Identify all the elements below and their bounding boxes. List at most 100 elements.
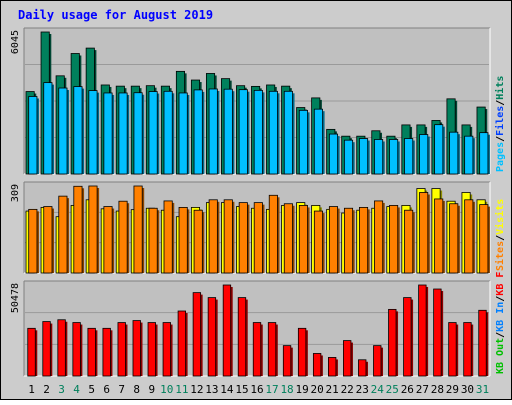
legend-entry-middle-2: Visits [494, 199, 506, 235]
bar-bottom-kbf-day-4-face [72, 322, 81, 377]
legend-entry-bottom-3: / [495, 296, 506, 302]
bar-bottom-kbf-day-3-face [57, 319, 66, 377]
x-axis-day-labels: 1 2 3 4 5 6 7 8 9 10 11 12 13 14 15 16 17 18 19 20 21 22 23 24 2… [28, 383, 489, 396]
bar-bottom-kbf-day-11 [177, 310, 188, 377]
x-tick-label-day-13: 13 [205, 383, 218, 396]
bar-middle-sites-day-18-face [283, 203, 293, 274]
bar-middle-sites-day-19 [298, 205, 310, 274]
bar-bottom-kbf-day-22-face [343, 340, 352, 377]
bar-top-pages-day-1-face [28, 96, 38, 175]
bar-middle-sites-day-24-face [374, 200, 384, 274]
bar-middle-sites-day-2 [43, 206, 55, 274]
bar-top-pages-day-8 [133, 92, 145, 175]
bar-bottom-kbf-day-2-face [42, 321, 51, 377]
bar-bottom-kbf-day-1-face [27, 327, 36, 377]
bar-middle-sites-day-26 [404, 209, 415, 274]
x-tick-label-day-8: 8 [133, 383, 140, 396]
x-tick-label-day-17: 17 [265, 383, 278, 396]
bar-top-pages-day-31 [479, 132, 490, 175]
legend-entry-top-4: Hits [494, 76, 506, 100]
x-tick-label-day-12: 12 [190, 383, 203, 396]
legend-entry-bottom-1: / [495, 332, 506, 338]
bar-bottom-kbf-day-13-face [207, 297, 217, 377]
bar-top-pages-day-25 [389, 139, 400, 175]
bar-bottom-kbf-day-18 [282, 345, 293, 377]
bar-top-pages-day-3-face [58, 87, 68, 175]
x-tick-label-day-7: 7 [118, 383, 125, 396]
legend-entry-top-1: / [495, 136, 506, 142]
x-tick-label-day-25: 25 [386, 383, 399, 396]
bar-middle-sites-day-26-face [404, 209, 414, 274]
bar-top-pages-day-7 [118, 92, 130, 175]
bar-top-pages-day-4-face [73, 86, 83, 175]
panel-top-legend: Pages/Files/Hits [494, 76, 506, 172]
bar-top-pages-day-31-face [479, 132, 489, 175]
bar-top-pages-day-1 [28, 96, 39, 175]
bar-middle-sites-day-22 [343, 207, 355, 274]
bar-middle-sites-day-21 [328, 206, 340, 274]
bar-bottom-kbf-day-30 [463, 322, 474, 377]
bar-top-pages-day-16-face [253, 89, 263, 175]
bar-bottom-kbf-day-2 [42, 321, 53, 377]
bar-bottom-kbf-day-23 [358, 359, 368, 377]
bar-middle-sites-day-3 [58, 195, 70, 274]
bar-middle-sites-day-30-face [464, 199, 474, 274]
bar-top-pages-day-19 [298, 109, 310, 175]
bar-top-pages-day-11-face [178, 92, 188, 175]
bar-top-pages-day-14-face [223, 88, 233, 175]
bar-top-pages-day-27-face [419, 134, 429, 175]
bar-top-pages-day-13 [208, 88, 220, 175]
bar-middle-sites-day-28-face [434, 198, 444, 274]
legend-entry-top-0: Pages [495, 142, 506, 172]
bar-middle-sites-day-1-face [28, 208, 38, 274]
bar-middle-sites-day-8 [133, 185, 145, 274]
bar-middle-sites-day-13-face [208, 199, 218, 274]
bar-middle-sites-day-20-face [313, 210, 323, 274]
bar-bottom-kbf-day-12 [192, 292, 203, 377]
bar-top-pages-day-30 [464, 135, 475, 175]
legend-entry-top-3: / [495, 100, 506, 106]
bar-top-pages-day-9 [148, 91, 160, 175]
bar-top-pages-day-22-face [343, 139, 354, 175]
bar-middle-sites-day-17-face [268, 194, 278, 274]
bar-middle-sites-day-1 [28, 208, 39, 274]
bar-bottom-kbf-day-15 [237, 297, 248, 377]
bar-top-pages-day-21-face [328, 133, 339, 175]
bar-top-pages-day-2-face [43, 82, 53, 175]
bar-bottom-kbf-day-29-face [448, 322, 457, 377]
bar-top-pages-day-27 [419, 134, 430, 175]
panel-bottom-legend: KB Out/KB In/KB F [495, 272, 506, 374]
x-tick-label-day-30: 30 [461, 383, 474, 396]
bar-top-pages-day-23-face [359, 138, 369, 175]
bar-top-pages-day-20-face [313, 108, 323, 175]
bar-top-pages-day-21 [328, 133, 340, 175]
bar-top-pages-day-28-face [434, 124, 444, 175]
bar-top-pages-day-2 [43, 82, 55, 175]
bar-bottom-kbf-day-21-face [328, 357, 337, 377]
bar-middle-sites-day-7-face [118, 200, 128, 274]
bar-bottom-kbf-day-29 [448, 322, 459, 377]
bar-top-pages-day-18-face [283, 90, 293, 175]
bar-top-pages-day-8-face [133, 92, 143, 175]
bar-top-pages-day-17 [268, 90, 280, 175]
bar-bottom-kbf-day-13 [207, 297, 218, 377]
bar-bottom-kbf-day-5 [87, 327, 98, 377]
bar-middle-sites-day-16-face [253, 202, 263, 274]
legend-entry-bottom-4: KB F [495, 272, 506, 296]
bar-bottom-kbf-day-26-face [403, 297, 412, 377]
chart-title: Daily usage for August 2019 [18, 8, 213, 22]
bar-top-pages-day-13-face [208, 88, 218, 175]
bar-middle-sites-day-10-face [163, 200, 173, 274]
bar-bottom-kbf-day-9-face [147, 322, 156, 377]
bar-top-pages-day-17-face [268, 90, 278, 175]
bar-middle-sites-day-31 [479, 204, 490, 274]
x-tick-label-day-26: 26 [401, 383, 414, 396]
bar-middle-sites-day-16 [253, 202, 265, 274]
bar-bottom-kbf-day-9 [147, 322, 158, 377]
chart-panels: 6045Pages/Files/Hits309Sites/Visits50478… [10, 27, 506, 377]
bar-middle-sites-day-29 [449, 203, 460, 274]
bar-top-pages-day-28 [434, 124, 445, 175]
bar-top-pages-day-12-face [193, 89, 203, 175]
bar-bottom-kbf-day-8-face [132, 320, 141, 377]
